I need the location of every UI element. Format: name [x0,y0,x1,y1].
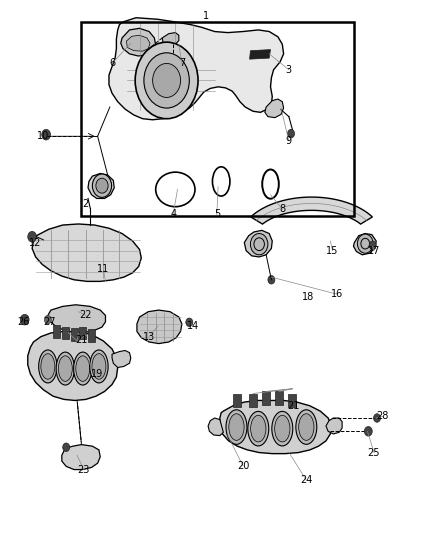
Ellipse shape [272,411,293,446]
Bar [81,22,354,216]
Circle shape [44,316,51,324]
Text: 21: 21 [75,335,88,345]
Text: 22: 22 [80,310,92,320]
Text: 15: 15 [326,246,339,255]
Polygon shape [162,33,179,46]
Text: 11: 11 [97,264,110,274]
Polygon shape [71,328,78,341]
Text: 25: 25 [368,448,380,457]
Ellipse shape [248,411,269,446]
Circle shape [186,318,193,327]
Text: 21: 21 [287,401,300,411]
Polygon shape [262,391,270,405]
Text: 8: 8 [279,204,286,214]
Circle shape [92,174,112,197]
Circle shape [135,42,198,119]
Ellipse shape [58,356,72,381]
Ellipse shape [39,350,57,383]
Circle shape [288,130,294,138]
Text: 5: 5 [214,209,220,220]
Polygon shape [121,28,155,56]
Circle shape [96,178,108,193]
Text: 23: 23 [78,465,90,474]
Text: 17: 17 [368,246,380,255]
Polygon shape [276,391,283,405]
Text: 12: 12 [28,238,41,247]
Circle shape [364,426,372,436]
Polygon shape [288,393,296,407]
Ellipse shape [299,414,314,440]
Text: 28: 28 [377,411,389,422]
Polygon shape [48,305,106,333]
Text: 26: 26 [17,317,30,327]
Polygon shape [112,351,131,368]
Polygon shape [127,35,150,51]
Circle shape [63,443,70,451]
Circle shape [374,414,381,422]
Text: 24: 24 [300,475,312,485]
Circle shape [251,233,268,255]
Circle shape [369,241,376,249]
Text: 27: 27 [43,317,56,327]
Circle shape [42,130,50,140]
Ellipse shape [92,354,106,379]
Polygon shape [88,173,114,198]
Text: 18: 18 [302,292,314,302]
Text: 16: 16 [331,289,343,299]
Text: 3: 3 [286,65,292,75]
Text: 1: 1 [203,11,209,21]
Circle shape [28,231,36,242]
Polygon shape [251,197,372,224]
Polygon shape [250,50,271,59]
Text: 6: 6 [109,59,115,68]
Text: 20: 20 [237,461,249,471]
Ellipse shape [226,410,247,445]
Polygon shape [62,327,69,340]
Polygon shape [220,400,332,454]
Polygon shape [233,393,241,407]
Polygon shape [249,393,257,407]
Polygon shape [109,18,284,120]
Text: 7: 7 [179,59,185,68]
Ellipse shape [56,352,74,385]
Ellipse shape [74,352,92,385]
Circle shape [152,63,180,98]
Polygon shape [28,332,118,400]
Polygon shape [62,445,100,470]
Text: 4: 4 [170,209,176,220]
Ellipse shape [90,350,108,383]
Polygon shape [326,418,342,434]
Ellipse shape [275,415,290,442]
Polygon shape [244,230,272,257]
Circle shape [20,314,29,325]
Polygon shape [353,233,376,255]
Polygon shape [88,329,95,342]
Polygon shape [265,99,284,118]
Circle shape [268,276,275,284]
Polygon shape [208,418,223,435]
Circle shape [144,53,189,108]
Ellipse shape [76,356,90,381]
Text: 19: 19 [91,369,103,379]
Text: 14: 14 [187,321,199,331]
Ellipse shape [41,354,55,379]
Polygon shape [137,310,182,344]
Ellipse shape [296,410,317,445]
Circle shape [357,234,373,253]
Polygon shape [32,224,141,281]
Text: 13: 13 [143,332,155,342]
Text: 2: 2 [83,199,89,209]
Text: 10: 10 [37,131,49,141]
Ellipse shape [229,414,244,440]
Polygon shape [53,325,60,338]
Ellipse shape [251,415,266,442]
Polygon shape [79,327,86,340]
Text: 9: 9 [286,136,292,146]
